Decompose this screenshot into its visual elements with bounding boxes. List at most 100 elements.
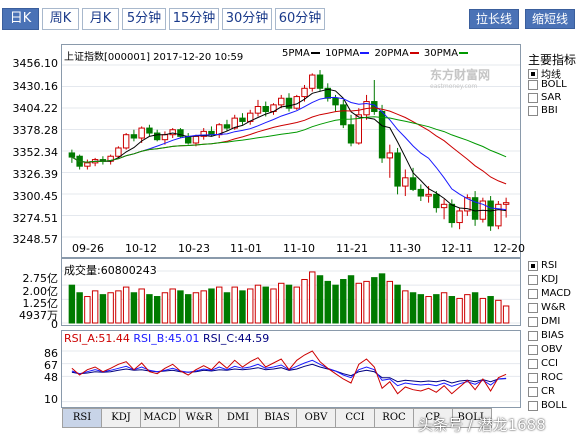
tab-60min[interactable]: 60分钟: [275, 8, 325, 30]
checkbox-box[interactable]: [528, 302, 538, 313]
candle-body: [161, 134, 169, 141]
checkbox-box[interactable]: [528, 372, 538, 383]
candle-body: [146, 127, 153, 134]
price-tick: 3326.39: [12, 168, 59, 181]
tab-rsi[interactable]: RSI: [62, 408, 102, 428]
date-tick: 10-12: [125, 242, 157, 255]
checkbox-cci[interactable]: CCI: [528, 358, 558, 369]
checkbox-box[interactable]: [528, 274, 538, 285]
volume-bar: [285, 284, 293, 324]
tab-cr[interactable]: CR: [413, 408, 453, 428]
rsi-tick: 67: [44, 359, 58, 372]
tab-kdj[interactable]: KDJ: [101, 408, 141, 428]
checkbox-bbi[interactable]: BBI: [528, 105, 558, 116]
volume-bar: [99, 294, 107, 324]
checkbox-boll-main[interactable]: BOLL: [528, 79, 567, 90]
volume-chart[interactable]: [62, 259, 520, 325]
price-chart-panel: [61, 44, 521, 258]
volume-bar: [309, 271, 316, 324]
tab-daily-k[interactable]: 日K: [2, 8, 39, 30]
candle-body: [192, 135, 200, 144]
tab-15min[interactable]: 15分钟: [169, 8, 219, 30]
checkbox-rsi[interactable]: RSI: [528, 260, 557, 271]
volume-bar: [363, 280, 370, 324]
checkbox-bias[interactable]: BIAS: [528, 330, 564, 341]
stretch-line-button[interactable]: 拉长线: [469, 9, 519, 29]
candle-body: [324, 87, 331, 99]
ma-legend-20: 20PMA: [374, 48, 420, 59]
checkbox-obv[interactable]: OBV: [528, 344, 562, 355]
volume-bar: [215, 286, 223, 324]
volume-bar: [192, 292, 200, 324]
volume-bar: [355, 282, 363, 324]
candle-body: [502, 202, 510, 205]
checkbox-box[interactable]: [528, 68, 538, 79]
rsi-chart[interactable]: [62, 331, 520, 407]
volume-bar: [254, 284, 262, 324]
checkbox-cr[interactable]: CR: [528, 386, 555, 397]
price-tick: 3404.22: [12, 102, 59, 115]
tab-weekly-k[interactable]: 周K: [42, 8, 79, 30]
volume-bar: [448, 296, 456, 324]
ma-legend-30: 30PMA: [424, 48, 470, 59]
checkbox-kdj[interactable]: KDJ: [528, 274, 558, 285]
volume-bar: [130, 292, 138, 324]
volume-bar: [471, 292, 479, 324]
tab-roc[interactable]: ROC: [374, 408, 414, 428]
checkbox-wr[interactable]: W&R: [528, 302, 566, 313]
checkbox-macd[interactable]: MACD: [528, 288, 571, 299]
candle-body: [425, 193, 432, 197]
checkbox-box[interactable]: [528, 79, 538, 90]
tab-cci[interactable]: CCI: [335, 408, 375, 428]
checkbox-dmi[interactable]: DMI: [528, 316, 560, 327]
volume-bar: [262, 286, 269, 324]
candle-body: [355, 114, 363, 144]
checkbox-box[interactable]: [528, 400, 538, 411]
tab-macd[interactable]: MACD: [140, 408, 180, 428]
volume-bar: [76, 292, 83, 324]
price-chart[interactable]: [62, 45, 520, 257]
candle-body: [402, 177, 409, 187]
checkbox-box[interactable]: [528, 344, 538, 355]
tab-dmi[interactable]: DMI: [218, 408, 258, 428]
candle-body: [448, 203, 456, 224]
candle-body: [285, 97, 293, 109]
volume-tick: 2.75亿: [22, 272, 59, 285]
tab-wr[interactable]: W&R: [179, 408, 219, 428]
volume-bar: [409, 292, 417, 324]
checkbox-box[interactable]: [528, 330, 538, 341]
volume-bar: [84, 296, 91, 324]
checkbox-sar[interactable]: SAR: [528, 92, 561, 103]
checkbox-ma[interactable]: 均线: [528, 66, 561, 81]
checkbox-box[interactable]: [528, 288, 538, 299]
date-tick: 11-10: [283, 242, 315, 255]
shrink-line-button[interactable]: 缩短线: [525, 9, 575, 29]
tab-boll[interactable]: BOLL: [452, 408, 492, 428]
tab-5min[interactable]: 5分钟: [122, 8, 166, 30]
volume-bar: [91, 290, 99, 324]
price-tick: 3456.10: [12, 57, 59, 70]
main-indicators-title: 主要指标: [528, 53, 577, 67]
volume-bar: [107, 292, 114, 324]
tab-bias[interactable]: BIAS: [257, 408, 297, 428]
checkbox-boll-sub[interactable]: BOLL: [528, 400, 567, 411]
checkbox-box[interactable]: [528, 92, 538, 103]
tab-30min[interactable]: 30分钟: [222, 8, 272, 30]
volume-bar: [115, 290, 122, 324]
candle-body: [456, 210, 463, 224]
candle-body: [115, 147, 122, 157]
price-tick: 3352.34: [12, 146, 59, 159]
tab-obv[interactable]: OBV: [296, 408, 336, 428]
candle-body: [495, 203, 502, 227]
tab-monthly-k[interactable]: 月K: [82, 8, 119, 30]
credit-watermark: 头条号 / 潜龙1688: [418, 416, 546, 434]
checkbox-box[interactable]: [528, 386, 538, 397]
checkbox-box[interactable]: [528, 260, 538, 271]
checkbox-box[interactable]: [528, 358, 538, 369]
checkbox-box[interactable]: [528, 105, 538, 116]
checkbox-roc[interactable]: ROC: [528, 372, 563, 383]
volume-bar: [177, 290, 184, 324]
checkbox-box[interactable]: [528, 316, 538, 327]
date-tick: 12-20: [493, 242, 525, 255]
volume-bar: [293, 286, 300, 324]
